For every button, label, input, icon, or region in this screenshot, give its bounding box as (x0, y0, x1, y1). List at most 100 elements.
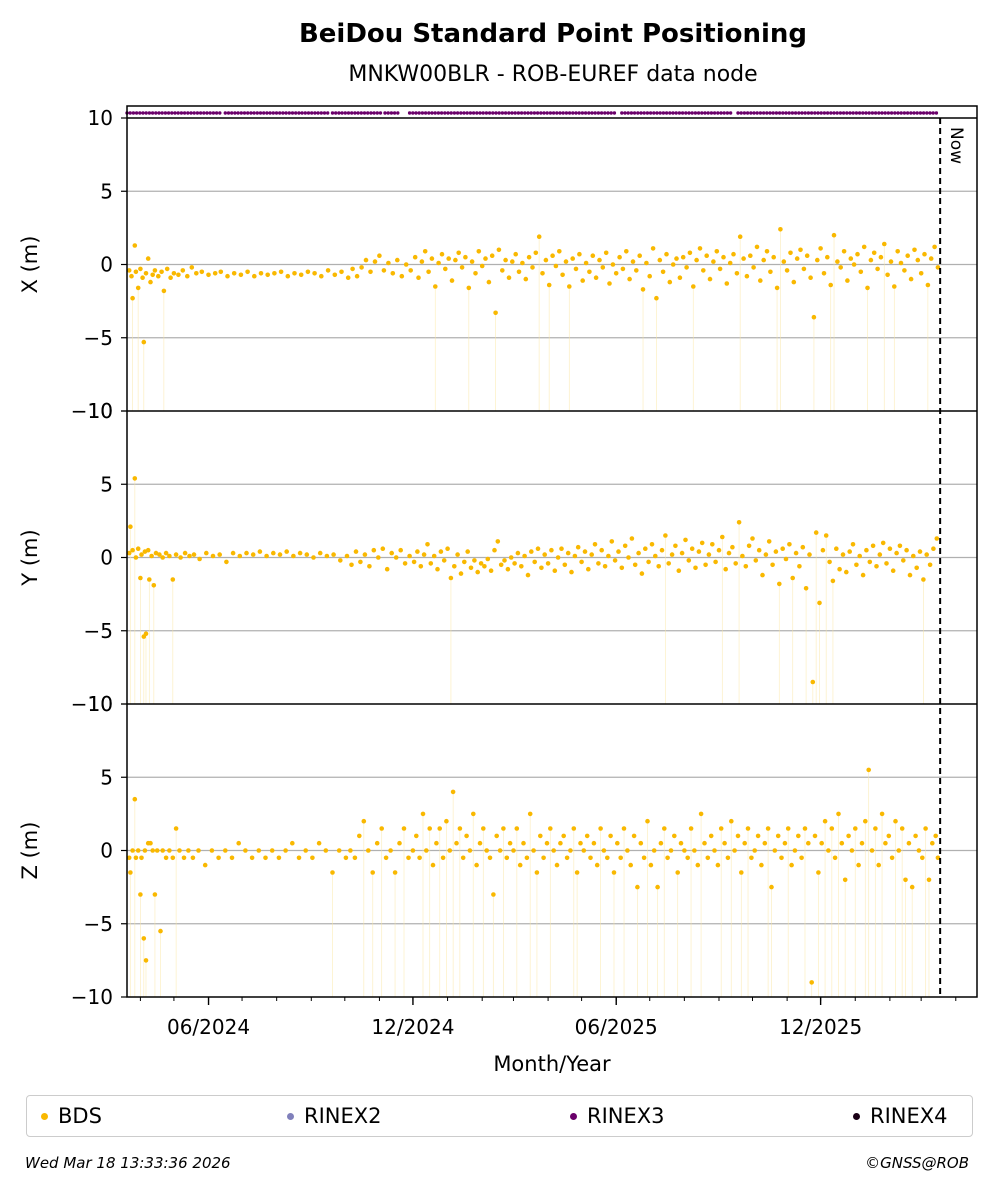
data-point (763, 552, 769, 557)
data-point (890, 568, 896, 573)
data-point (151, 583, 157, 588)
data-point (570, 256, 575, 261)
rinex3-availability-point (829, 111, 833, 115)
rinex3-availability-point (758, 111, 763, 115)
rinex3-availability-point (658, 111, 662, 115)
rinex3-availability-point (503, 111, 508, 115)
rinex3-availability-point (832, 111, 836, 115)
data-point (802, 826, 808, 831)
data-point (807, 552, 812, 557)
data-point (250, 552, 256, 557)
data-point (507, 840, 513, 846)
rinex3-availability-point (636, 111, 640, 115)
data-point (138, 892, 143, 897)
data-point (821, 271, 827, 276)
data-point (586, 566, 591, 572)
data-point (446, 256, 452, 261)
data-point (878, 254, 884, 260)
data-point (705, 855, 711, 861)
data-point (496, 247, 502, 253)
data-point (424, 848, 429, 853)
data-point (508, 555, 514, 560)
data-point (835, 259, 840, 264)
rinex3-availability-point (558, 111, 562, 115)
data-point (904, 547, 909, 553)
y-tick-label: −10 (71, 692, 113, 716)
rinex3-availability-point (258, 111, 263, 115)
data-point (359, 265, 364, 270)
rinex3-availability-point (648, 111, 653, 115)
data-point (395, 257, 400, 263)
data-point (632, 562, 638, 568)
rinex3-availability-point (655, 111, 659, 115)
rinex3-availability-point (577, 111, 581, 115)
data-point (743, 564, 749, 569)
data-point (223, 848, 228, 853)
data-point (877, 552, 883, 557)
data-point (401, 826, 407, 831)
data-point (190, 855, 196, 861)
data-point (708, 833, 714, 839)
data-point (459, 265, 465, 270)
data-point (231, 271, 237, 276)
rinex3-availability-point (491, 111, 495, 115)
y-tick-label: 0 (100, 546, 113, 570)
rinex3-availability-point (580, 111, 585, 115)
rinex3-availability-point (300, 111, 304, 115)
rinex3-availability-point (813, 111, 817, 115)
rinex3-availability-point (459, 111, 463, 115)
data-point (672, 833, 677, 839)
data-point (132, 796, 138, 802)
data-point (467, 848, 473, 853)
data-point (600, 265, 606, 270)
rinex3-availability-point (873, 111, 878, 115)
data-point (324, 553, 330, 559)
rinex3-availability-point (526, 111, 530, 115)
data-point (345, 275, 351, 281)
data-point (349, 562, 354, 568)
rinex3-availability-point (700, 111, 704, 115)
rinex3-availability-point (539, 111, 543, 115)
data-point (177, 848, 182, 853)
data-point (619, 565, 625, 571)
data-point (907, 572, 913, 578)
data-point (416, 275, 421, 281)
data-point (552, 568, 558, 573)
legend-label-rinex2: RINEX2 (304, 1104, 382, 1128)
data-point (765, 826, 771, 831)
rinex3-availability-point (822, 111, 827, 115)
data-point (605, 855, 610, 861)
data-point (879, 811, 885, 817)
data-point (182, 550, 188, 556)
y-tick-label: 10 (88, 106, 113, 130)
y-tick-label: −10 (71, 399, 113, 423)
rinex3-availability-point (427, 111, 431, 115)
data-point (863, 818, 868, 824)
data-point (651, 848, 657, 853)
data-point (185, 273, 190, 279)
rinex3-availability-point (513, 111, 517, 115)
data-point (762, 840, 768, 846)
rinex3-availability-point (246, 111, 250, 115)
data-point (761, 257, 766, 263)
data-point (140, 275, 145, 281)
data-point (245, 269, 250, 275)
data-point (553, 263, 559, 269)
data-point (531, 848, 536, 853)
data-point (311, 555, 316, 560)
data-point (436, 260, 441, 266)
data-point (163, 855, 169, 861)
footer-copyright: ©GNSS@ROB (865, 1154, 969, 1172)
data-point (597, 257, 602, 263)
rinex3-availability-point (722, 111, 726, 115)
data-point (212, 271, 218, 276)
data-point (697, 246, 703, 251)
data-point (916, 848, 922, 853)
data-point (292, 271, 297, 276)
data-point (187, 553, 192, 559)
data-point (880, 540, 886, 546)
y-tick-label: −10 (71, 985, 113, 1009)
data-point (567, 284, 572, 289)
y-tick-label: 0 (100, 253, 113, 277)
rinex3-availability-point (182, 111, 187, 115)
